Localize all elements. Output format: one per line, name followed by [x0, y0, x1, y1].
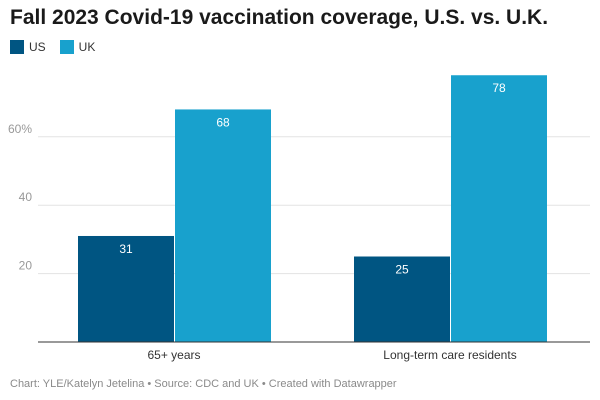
value-label-uk-2: 78: [492, 81, 506, 95]
x-category-label-1: 65+ years: [147, 348, 200, 362]
y-tick-label-60: 60%: [8, 122, 32, 136]
bar-us-1: [78, 235, 174, 342]
legend-item-us: US: [10, 40, 46, 54]
value-label-us-2: 25: [395, 263, 409, 277]
bar-uk-2: [451, 75, 547, 343]
chart-footer: Chart: YLE/Katelyn Jetelina • Source: CD…: [10, 378, 397, 390]
value-label-us-1: 31: [119, 242, 133, 256]
legend-swatch-us: [10, 40, 24, 54]
bar-uk-1: [175, 109, 271, 342]
value-label-uk-1: 68: [216, 115, 230, 129]
bar-us-2: [354, 256, 450, 342]
legend-item-uk: UK: [59, 40, 96, 54]
chart-title: Fall 2023 Covid-19 vaccination coverage,…: [10, 6, 549, 29]
y-tick-label-40: 40: [19, 190, 33, 204]
legend-label-us: US: [29, 40, 46, 54]
legend-swatch-uk: [59, 40, 74, 54]
x-category-label-2: Long-term care residents: [383, 348, 516, 362]
y-tick-label-20: 20: [19, 259, 33, 273]
legend-label-uk: UK: [78, 40, 96, 54]
legend: US UK: [10, 39, 109, 55]
